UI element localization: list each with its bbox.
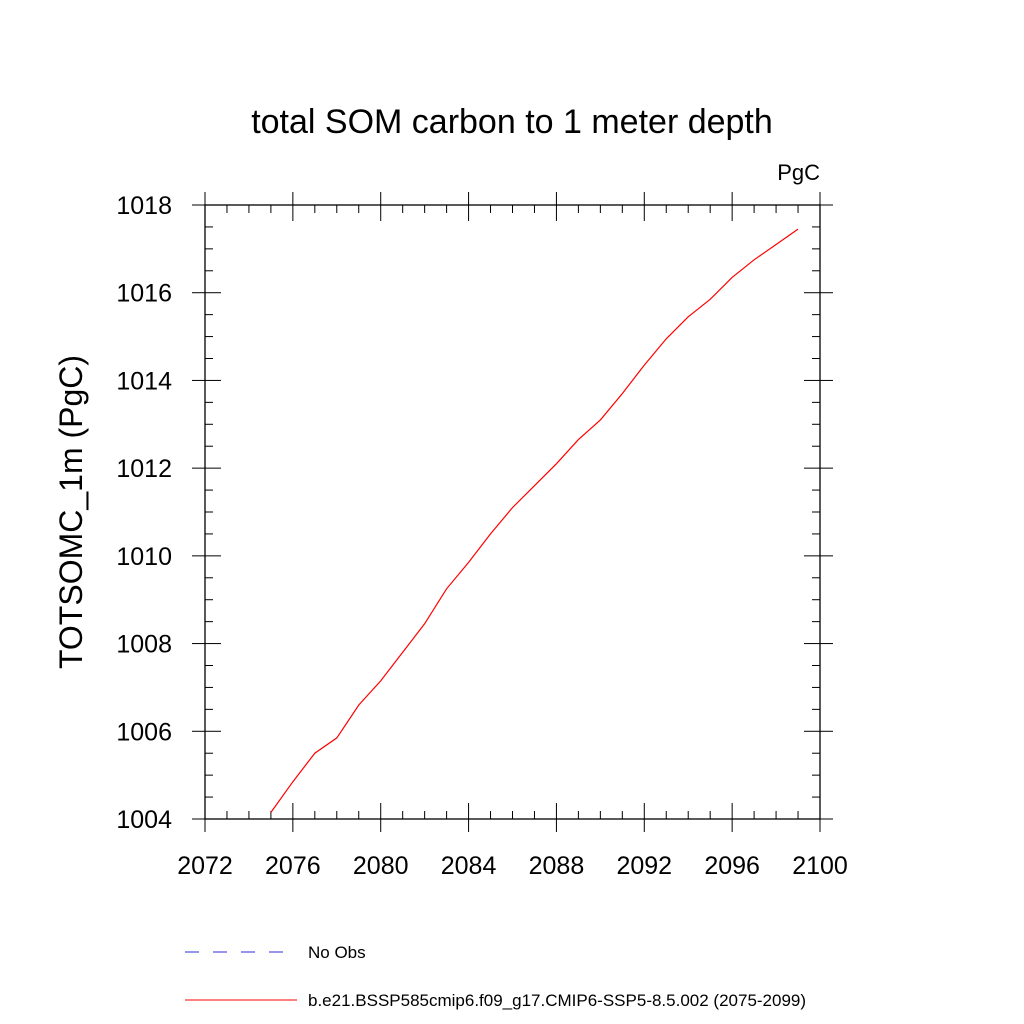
y-tick-label: 1018 xyxy=(116,192,172,220)
y-tick-label: 1004 xyxy=(116,806,172,834)
legend-label: b.e21.BSSP585cmip6.f09_g17.CMIP6-SSP5-8.… xyxy=(308,991,806,1010)
x-tick-label: 2100 xyxy=(792,852,848,880)
y-axis-title: TOTSOMC_1m (PgC) xyxy=(53,355,89,669)
units-label: PgC xyxy=(777,160,820,185)
x-tick-label: 2096 xyxy=(704,852,760,880)
y-tick-label: 1012 xyxy=(116,455,172,483)
y-tick-label: 1016 xyxy=(116,280,172,308)
axis-tick-labels: 2072 2076 2080 2084 2088 2092 2096 2100 1004 1006… xyxy=(116,192,847,880)
x-tick-label: 2084 xyxy=(441,852,497,880)
series-line xyxy=(270,228,799,813)
chart-title: total SOM carbon to 1 meter depth xyxy=(251,103,773,141)
axis-ticks xyxy=(192,192,833,832)
legend-label: No Obs xyxy=(308,943,366,962)
x-tick-label: 2088 xyxy=(529,852,585,880)
y-tick-label: 1014 xyxy=(116,367,172,395)
plot-frame xyxy=(204,204,821,820)
series-group xyxy=(270,228,799,813)
y-tick-label: 1008 xyxy=(116,631,172,659)
y-tick-label: 1006 xyxy=(116,718,172,746)
x-tick-label: 2072 xyxy=(177,852,233,880)
y-tick-label: 1010 xyxy=(116,543,172,571)
legend: No Obs b.e21.BSSP585cmip6.f09_g17.CMIP6-S… xyxy=(185,943,806,1010)
x-tick-label: 2076 xyxy=(265,852,321,880)
x-tick-label: 2092 xyxy=(616,852,672,880)
x-tick-label: 2080 xyxy=(353,852,409,880)
